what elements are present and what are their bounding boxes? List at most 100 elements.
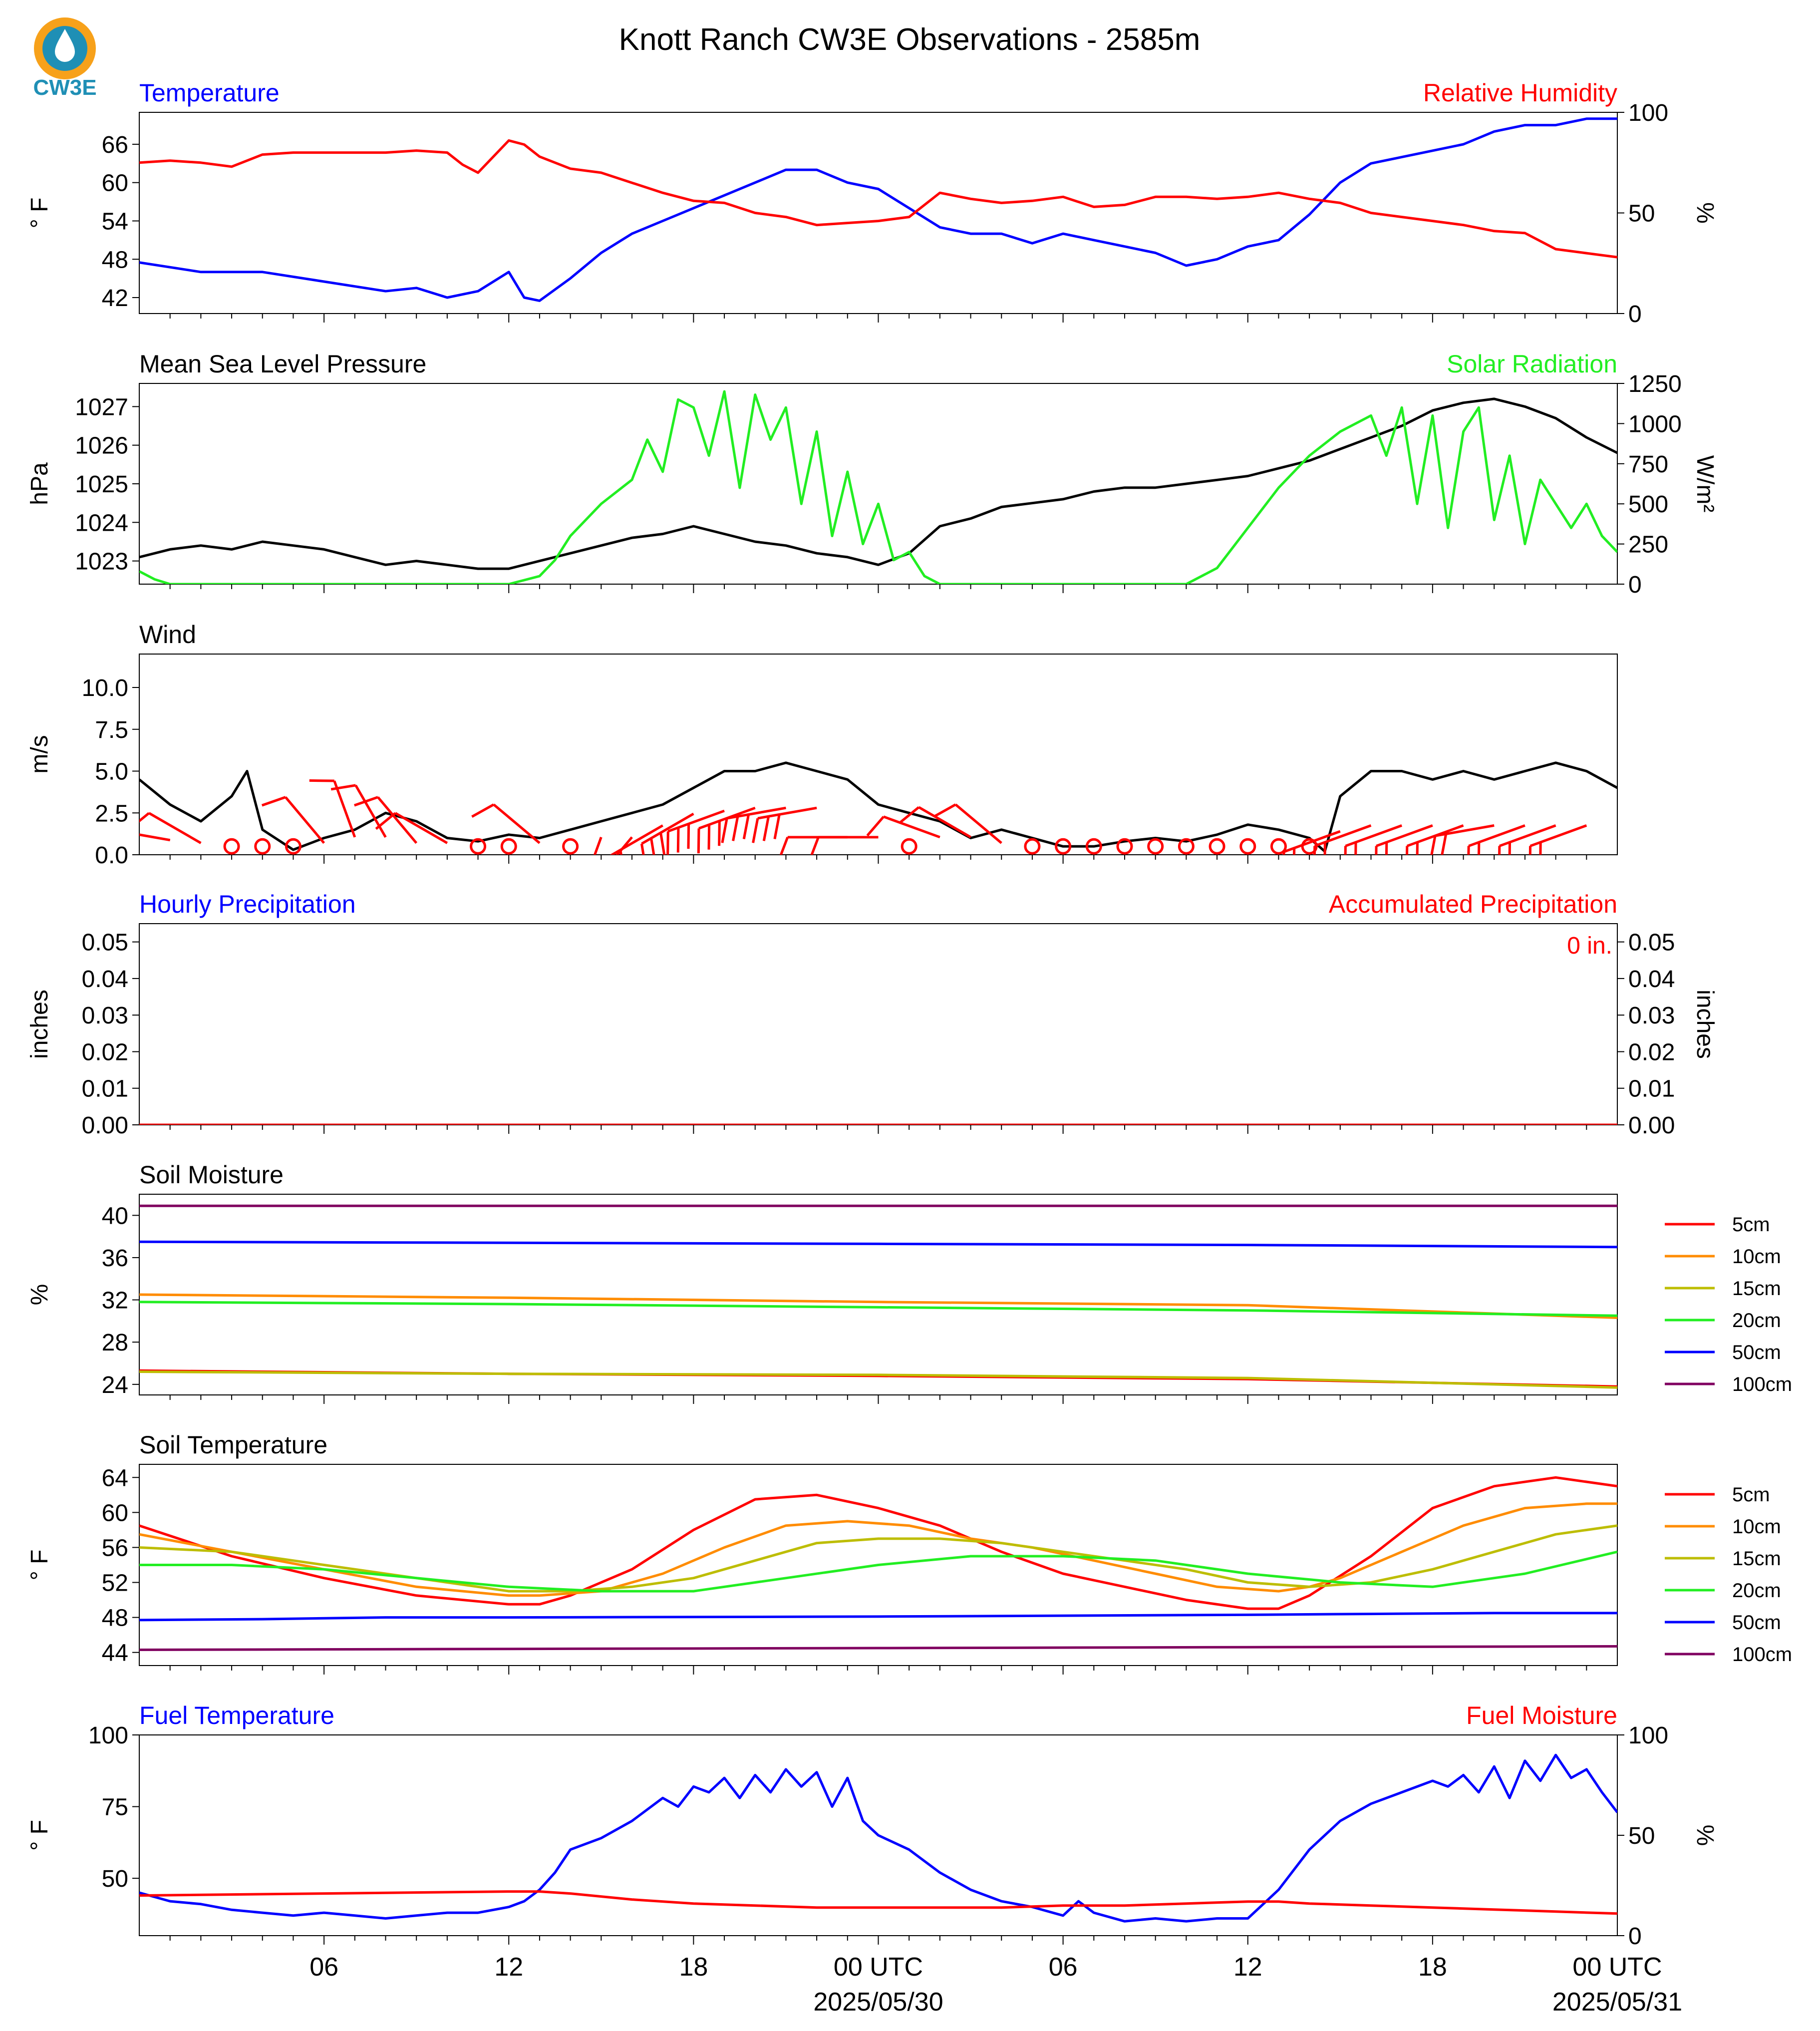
wind-barb-feather	[933, 803, 956, 818]
y-tick-label-left: 1026	[75, 433, 128, 459]
panel-5: Soil Moisture 24 28 32 36 40% 5cm 10cm 15cm 20cm 5…	[26, 1161, 1792, 1404]
y-tick-label-right: 0.00	[1628, 1112, 1675, 1139]
y-axis-label-left: ° F	[26, 198, 53, 229]
series-line-15cm	[139, 1524, 1617, 1593]
wind-barb-feather	[309, 779, 334, 782]
panel-6: Soil Temperature 44 48 52 56 60 64 ° F 5cm 10cm 15…	[26, 1431, 1792, 1675]
y-tick-label-right: 500	[1628, 491, 1668, 518]
wind-barb-feather	[261, 796, 286, 807]
x-tick-label: 06	[1049, 1953, 1078, 1982]
y-tick-label-left: 0.00	[82, 1112, 128, 1139]
wind-barb-feather	[354, 796, 378, 807]
wind-barb-calm	[1147, 838, 1164, 855]
wind-barb-feather	[1441, 833, 1448, 855]
y-tick-label-left: 32	[102, 1288, 128, 1314]
y-tick-label-left: 5.0	[95, 759, 128, 785]
series-group	[139, 1204, 1617, 1389]
wind-barb-shaft	[883, 815, 940, 839]
y-tick-label-right: 250	[1628, 532, 1668, 558]
y-tick-label-right: 0.01	[1628, 1076, 1675, 1102]
y-tick-label-left: 42	[102, 285, 128, 312]
x-tick-label: 06	[309, 1953, 338, 1982]
wind-barb-shaft	[615, 836, 633, 855]
series-line-100cm	[139, 1645, 1617, 1651]
y-tick-label-left: 75	[102, 1794, 128, 1821]
y-axis-label-left: hPa	[26, 462, 53, 505]
wind-barb-calm	[285, 838, 302, 855]
x-tick-label: 12	[1233, 1953, 1262, 1982]
legend-label: 10cm	[1732, 1516, 1781, 1538]
wind-barb-feather	[375, 812, 396, 830]
x-tick-label: 00 UTC	[834, 1953, 923, 1982]
wind-barb-shaft	[285, 796, 325, 844]
x-tick-label: 00 UTC	[1572, 1953, 1662, 1982]
wind-barb-feather	[1385, 842, 1388, 855]
y-tick-label-left: 0.0	[95, 842, 128, 869]
panel-title-right: Solar Radiation	[1447, 350, 1617, 378]
x-tick-label: 18	[679, 1953, 708, 1982]
y-tick-label-left: 1025	[75, 471, 128, 498]
y-tick-label-left: 60	[102, 1500, 128, 1526]
logo-text: CW3E	[33, 75, 96, 100]
wind-barb-shaft	[593, 836, 603, 855]
y-tick-label-left: 24	[102, 1372, 128, 1398]
wind-barb-calm	[470, 838, 487, 855]
wind-barb-calm	[1270, 838, 1287, 855]
wind-barb-shaft	[148, 812, 202, 844]
panel-title-left: Mean Sea Level Pressure	[139, 350, 426, 378]
y-tick-label-left: 50	[102, 1866, 128, 1892]
page-title: Knott Ranch CW3E Observations - 2585m	[619, 22, 1201, 57]
series-line-50cm	[139, 1240, 1617, 1249]
series-line-right-1	[139, 139, 1617, 259]
panel-title-left: Soil Temperature	[139, 1431, 327, 1459]
series-line-left-0	[139, 761, 1617, 853]
panel-title-right: Accumulated Precipitation	[1329, 890, 1617, 918]
wind-barb-feather	[471, 803, 495, 818]
y-tick-label-left: 1023	[75, 549, 128, 575]
x-axis: 06 12 18 00 UTC 06 12 18 00 UTC 2025/05/30 2025/0…	[309, 1953, 1682, 2017]
y-tick-label-left: 52	[102, 1570, 128, 1597]
wind-barb-feather	[650, 838, 655, 855]
panel-title-left: Hourly Precipitation	[139, 890, 356, 918]
wind-barb-feather	[773, 814, 781, 839]
y-tick-label-left: 48	[102, 247, 128, 273]
series-group	[139, 761, 1617, 855]
wind-barb-calm	[1024, 838, 1041, 855]
wind-barb-feather	[1344, 846, 1347, 855]
wind-barb-feather	[687, 824, 690, 849]
legend-label: 10cm	[1732, 1246, 1781, 1268]
wind-barb-feather	[619, 849, 622, 855]
y-axis-label-left: ° F	[26, 1820, 53, 1851]
y-tick-label-left: 2.5	[95, 800, 128, 827]
y-tick-label-left: 7.5	[95, 717, 128, 743]
wind-barb-feather	[1430, 835, 1437, 855]
y-axis-label-left: ° F	[26, 1550, 53, 1581]
series-line-20cm	[139, 1550, 1617, 1593]
wind-barb-feather	[1498, 846, 1501, 855]
y-tick-label-left: 36	[102, 1245, 128, 1272]
y-tick-label-left: 0.05	[82, 930, 128, 956]
wind-barb-calm	[1239, 838, 1256, 855]
wind-barb-shaft	[918, 806, 971, 838]
series-line-right-1	[139, 390, 1617, 584]
wind-barb-feather	[721, 818, 728, 843]
series-line-5cm	[139, 1476, 1617, 1610]
y-tick-label-right: 50	[1628, 201, 1655, 227]
wind-barb-feather	[866, 816, 885, 837]
cw3e-logo: CW3E	[33, 17, 97, 100]
y-tick-label-right: 0	[1628, 301, 1642, 328]
y-axis-label-right: %	[1692, 202, 1718, 224]
wind-barb-feather	[810, 836, 820, 855]
wind-barb-feather	[752, 818, 759, 843]
y-tick-label-left: 54	[102, 208, 128, 235]
series-line-left-0	[139, 397, 1617, 570]
x-tick-label: 12	[494, 1953, 523, 1982]
y-tick-label-right: 100	[1628, 100, 1668, 126]
series-group	[139, 1753, 1617, 1923]
wind-barb-calm	[1055, 838, 1072, 855]
wind-barb-feather	[1416, 842, 1419, 855]
legend-label: 50cm	[1732, 1612, 1781, 1634]
